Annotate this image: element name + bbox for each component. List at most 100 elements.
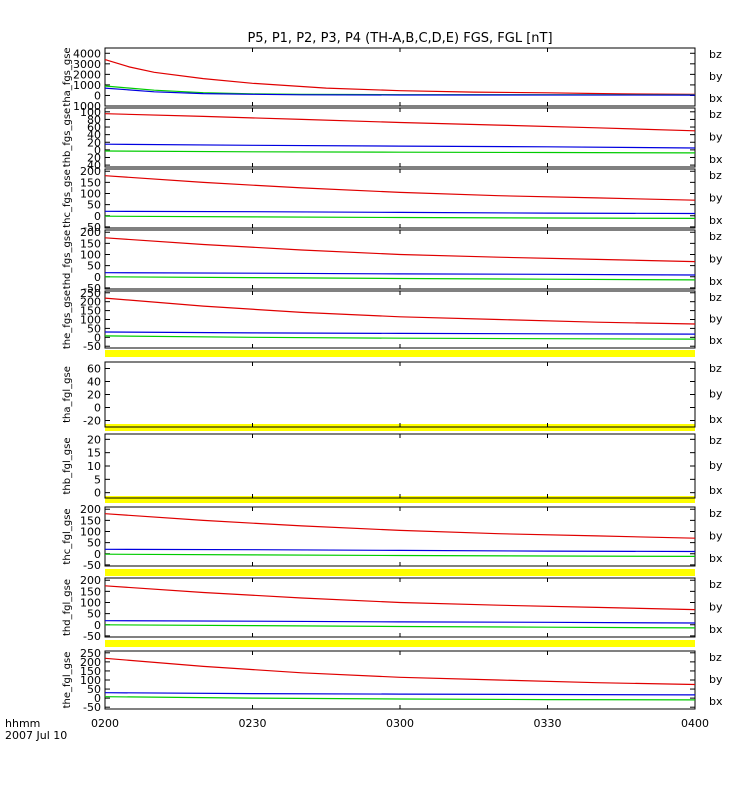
- y-tick-label: 150: [80, 665, 101, 678]
- series-line-bz: [104, 237, 696, 263]
- legend-by: by: [709, 601, 723, 614]
- y-tick-label: 0: [94, 402, 101, 415]
- y-tick-label: 50: [87, 199, 101, 212]
- legend-bx: bx: [709, 623, 723, 636]
- y-tick-label: 3000: [73, 58, 101, 71]
- legend-bx: bx: [709, 334, 723, 347]
- y-tick-label: 15: [87, 447, 101, 460]
- y-tick-label: 20: [87, 151, 101, 164]
- legend-bz: bz: [709, 434, 722, 447]
- y-tick-label: 100: [80, 106, 101, 119]
- series-line-bx: [104, 331, 696, 335]
- y-tick-label: -20: [83, 415, 101, 428]
- y-axis-label: thd_fgs_gse: [62, 230, 73, 289]
- series-line-bx: [104, 272, 696, 276]
- y-tick-label: 0: [94, 89, 101, 102]
- y-tick-label: 60: [87, 363, 101, 376]
- legend-bz: bz: [709, 291, 722, 304]
- series-line-bx: [104, 143, 696, 149]
- y-tick-label: 0: [94, 619, 101, 632]
- y-tick-label: 150: [80, 514, 101, 527]
- legend-bx: bx: [709, 92, 723, 105]
- y-tick-label: 40: [87, 376, 101, 389]
- series-line-bz: [104, 297, 696, 325]
- y-axis-label: tha_fgl_gse: [62, 366, 73, 423]
- legend-by: by: [709, 313, 723, 326]
- series-line-bz: [104, 175, 696, 201]
- y-axis-label: thc_fgl_gse: [62, 508, 73, 564]
- legend-bx: bx: [709, 275, 723, 288]
- y-tick-label: 40: [87, 159, 101, 172]
- legend-by: by: [709, 131, 723, 144]
- legend-by: by: [709, 253, 723, 266]
- y-tick-label: 200: [80, 503, 101, 516]
- series-line-by: [104, 696, 696, 701]
- y-tick-label: 1000: [73, 79, 101, 92]
- legend-bx: bx: [709, 484, 723, 497]
- y-axis-label: thb_fgl_gse: [62, 438, 73, 495]
- y-tick-label: 100: [80, 187, 101, 200]
- y-tick-label: 0: [94, 144, 101, 157]
- y-axis-label: thc_fgs_gse: [62, 169, 73, 228]
- y-tick-label: 0: [94, 692, 101, 705]
- y-tick-label: 200: [80, 226, 101, 239]
- y-tick-label: 150: [80, 237, 101, 250]
- y-tick-label: 0: [94, 548, 101, 561]
- series-line-by: [104, 335, 696, 340]
- y-tick-label: 50: [87, 608, 101, 621]
- y-tick-label: 100: [80, 314, 101, 327]
- y-tick-label: 0: [94, 210, 101, 223]
- legend-bx: bx: [709, 153, 723, 166]
- y-tick-label: 200: [80, 574, 101, 587]
- x-tick-label: 0400: [681, 717, 709, 730]
- y-axis-label: thd_fgl_gse: [62, 579, 73, 636]
- panel-frame: [104, 361, 696, 428]
- y-tick-label: -50: [83, 340, 101, 353]
- y-tick-label: 50: [87, 537, 101, 550]
- y-tick-label: 0: [94, 487, 101, 500]
- y-tick-label: 60: [87, 121, 101, 134]
- y-tick-label: 20: [87, 389, 101, 402]
- series-line-bx: [104, 692, 696, 696]
- y-tick-label: 20: [87, 136, 101, 149]
- y-tick-label: 40: [87, 129, 101, 142]
- legend-bx: bx: [709, 695, 723, 708]
- series-line-bz: [104, 113, 696, 132]
- legend-by: by: [709, 673, 723, 686]
- series-line-bz: [104, 513, 696, 539]
- x-axis-label-hhmm: hhmm: [5, 717, 40, 730]
- y-tick-label: 200: [80, 165, 101, 178]
- legend-by: by: [709, 388, 723, 401]
- series-line-bx: [104, 210, 696, 215]
- y-tick-label: 200: [80, 656, 101, 669]
- legend-bz: bz: [709, 108, 722, 121]
- legend-bx: bx: [709, 413, 723, 426]
- y-tick-label: 250: [80, 287, 101, 300]
- legend-bz: bz: [709, 578, 722, 591]
- y-tick-label: 0: [94, 271, 101, 284]
- legend-bx: bx: [709, 214, 723, 227]
- x-tick-label: 0200: [91, 717, 119, 730]
- x-tick-label: 0330: [534, 717, 562, 730]
- y-tick-label: 2000: [73, 68, 101, 81]
- legend-by: by: [709, 70, 723, 83]
- y-tick-label: 50: [87, 260, 101, 273]
- chart-title: P5, P1, P2, P3, P4 (TH-A,B,C,D,E) FGS, F…: [247, 31, 552, 46]
- y-tick-label: 100: [80, 525, 101, 538]
- legend-bz: bz: [709, 651, 722, 664]
- no-data-bar-1: [105, 350, 695, 357]
- y-axis-label: tha_fgs_gse: [62, 47, 73, 106]
- y-tick-label: 5: [94, 473, 101, 486]
- y-tick-label: 50: [87, 322, 101, 335]
- legend-bz: bz: [709, 169, 722, 182]
- panel-frame: [104, 107, 696, 168]
